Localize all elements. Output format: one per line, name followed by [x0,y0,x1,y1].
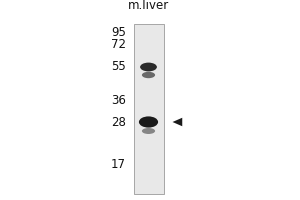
Text: 95: 95 [111,26,126,40]
Ellipse shape [139,116,158,128]
FancyBboxPatch shape [134,24,164,194]
Text: 17: 17 [111,158,126,171]
Text: 36: 36 [111,94,126,106]
Ellipse shape [142,128,155,134]
Ellipse shape [140,63,157,71]
Text: m.liver: m.liver [128,0,169,12]
Text: 72: 72 [111,38,126,51]
Polygon shape [172,118,182,126]
Text: 55: 55 [111,60,126,73]
Text: 28: 28 [111,116,126,129]
Ellipse shape [142,72,155,78]
